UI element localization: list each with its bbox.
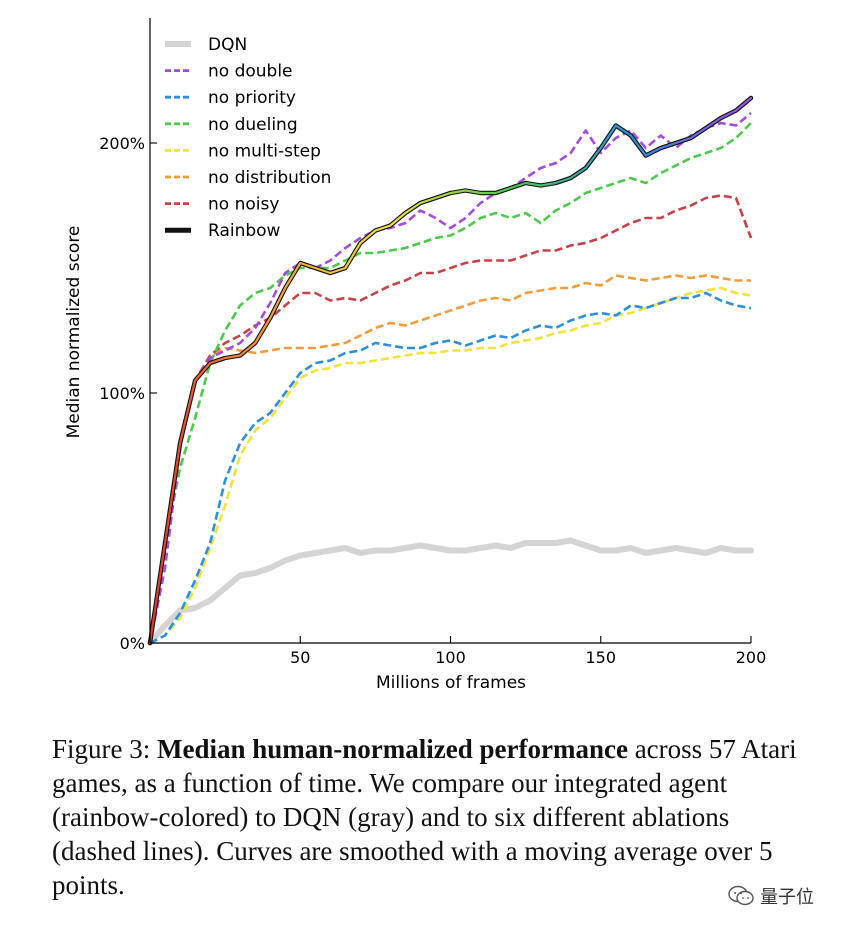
x-axis-title: Millions of frames — [376, 673, 526, 693]
legend-label-dqn: DQN — [208, 35, 247, 55]
chat-bubble-icon — [728, 885, 754, 906]
x-tick-label: 50 — [290, 648, 310, 667]
caption-bold: Median human-normalized performance — [157, 734, 628, 764]
watermark: 量子位 — [728, 882, 814, 910]
series-line-no-dueling — [148, 122, 752, 644]
ablation-line-chart: 50 100 150 200 0% 100% 200% DQN no double no pri… — [64, 18, 767, 693]
x-tick-label: 200 — [736, 648, 767, 667]
legend-label-no-noisy: no noisy — [208, 195, 279, 215]
series-line-dqn — [147, 537, 754, 646]
legend-label-no-multi-step: no multi-step — [208, 141, 321, 161]
caption-prefix: Figure 3: — [52, 734, 157, 764]
legend-label-no-distribution: no distribution — [208, 168, 331, 188]
y-tick-label: 0% — [120, 634, 145, 653]
caption-rest: across 57 Atari games, as a function of … — [52, 734, 797, 900]
legend-label-rainbow: Rainbow — [208, 221, 281, 241]
y-axis-title: Median normalized score — [64, 226, 84, 439]
legend-label-no-double: no double — [208, 62, 293, 82]
series-line-no-distribution — [148, 274, 751, 644]
figure-caption: Figure 3: Median human-normalized perfor… — [52, 732, 812, 902]
series-line-rainbow — [148, 96, 753, 645]
y-tick-label: 100% — [99, 384, 145, 403]
x-tick-label: 100 — [435, 648, 466, 667]
legend-label-no-priority: no priority — [208, 88, 296, 108]
x-tick-label: 150 — [585, 648, 616, 667]
y-tick-label: 200% — [99, 134, 145, 153]
watermark-text: 量子位 — [760, 887, 814, 908]
series-line-no-double — [148, 112, 752, 644]
series-line-no-noisy — [148, 194, 753, 644]
series-line-no-priority — [149, 291, 752, 645]
legend-label-no-dueling: no dueling — [208, 115, 298, 135]
